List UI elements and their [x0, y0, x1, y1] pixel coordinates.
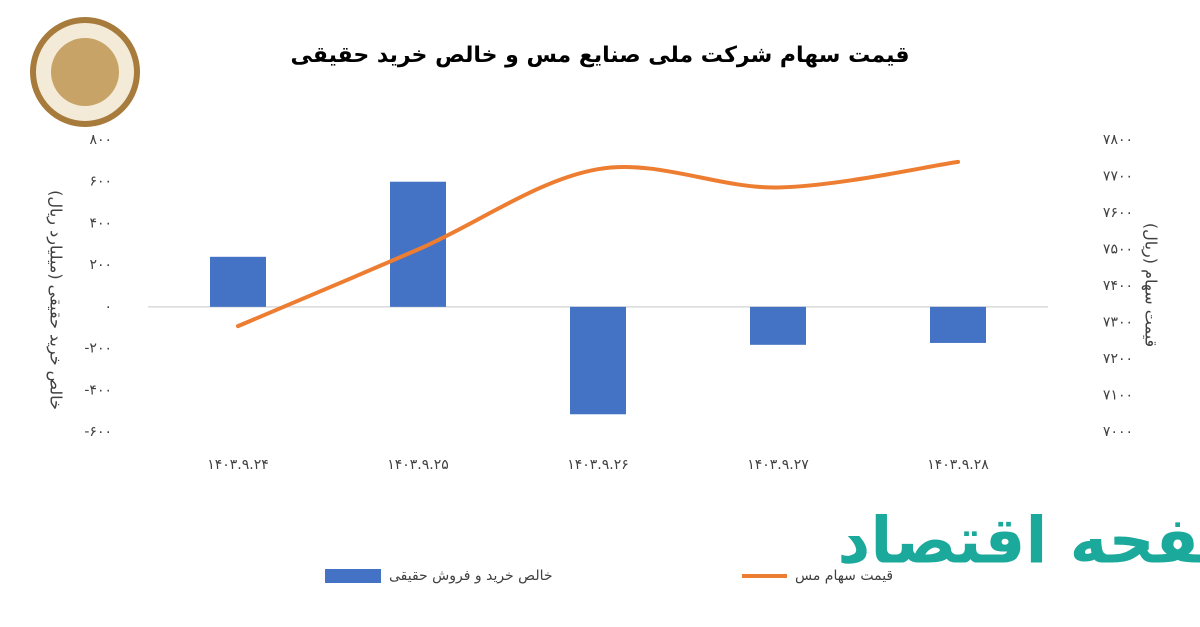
legend-swatch — [325, 569, 381, 583]
line — [236, 159, 960, 329]
y-tick-label: ۲۰۰ — [89, 257, 112, 273]
bar — [930, 306, 986, 343]
y2-tick-label: ۷۳۰۰ — [1103, 315, 1133, 331]
chart-title: قیمت سهام شرکت ملی صنایع مس و خالص خرید … — [290, 43, 909, 68]
y2-tick-label: ۷۶۰۰ — [1103, 205, 1133, 221]
y-tick-label: -۲۰۰ — [84, 341, 112, 357]
y2-axis-title: قیمت سهام (ریال) — [1141, 223, 1161, 347]
y2-tick-label: ۷۷۰۰ — [1103, 169, 1133, 185]
bar — [390, 181, 446, 307]
y2-tick-label: ۷۰۰۰ — [1103, 424, 1133, 440]
y-axis-title: خالص خرید حقیقی (میلیارد ریال) — [46, 190, 66, 410]
x-tick-label: ۱۴۰۳.۹.۲۶ — [567, 457, 629, 473]
x-tick-label: ۱۴۰۳.۹.۲۸ — [927, 457, 989, 473]
y2-tick-label: ۷۸۰۰ — [1103, 132, 1133, 148]
logo — [30, 17, 140, 127]
bar — [570, 306, 626, 415]
bar — [750, 306, 806, 345]
y-tick-label: ۴۰۰ — [89, 215, 112, 231]
y-tick-label: ۶۰۰ — [89, 174, 112, 190]
y2-tick-label: ۷۱۰۰ — [1103, 388, 1133, 404]
legend-label: قیمت سهام مس — [795, 568, 893, 584]
watermark: صفحه اقتصاد — [837, 505, 1200, 579]
y-tick-label: -۶۰۰ — [84, 424, 112, 440]
y-tick-label: ۸۰۰ — [89, 132, 112, 148]
x-tick-label: ۱۴۰۳.۹.۲۵ — [387, 457, 449, 473]
y2-tick-label: ۷۵۰۰ — [1103, 242, 1133, 258]
y2-tick-label: ۷۴۰۰ — [1103, 278, 1133, 294]
legend-label: خالص خرید و فروش حقیقی — [389, 568, 553, 584]
x-tick-label: ۱۴۰۳.۹.۲۷ — [747, 457, 809, 473]
y2-tick-label: ۷۲۰۰ — [1103, 351, 1133, 367]
bar — [210, 256, 266, 307]
y-tick-label: -۴۰۰ — [84, 382, 112, 398]
x-tick-label: ۱۴۰۳.۹.۲۴ — [207, 457, 269, 473]
y-tick-label: ۰ — [104, 299, 112, 315]
